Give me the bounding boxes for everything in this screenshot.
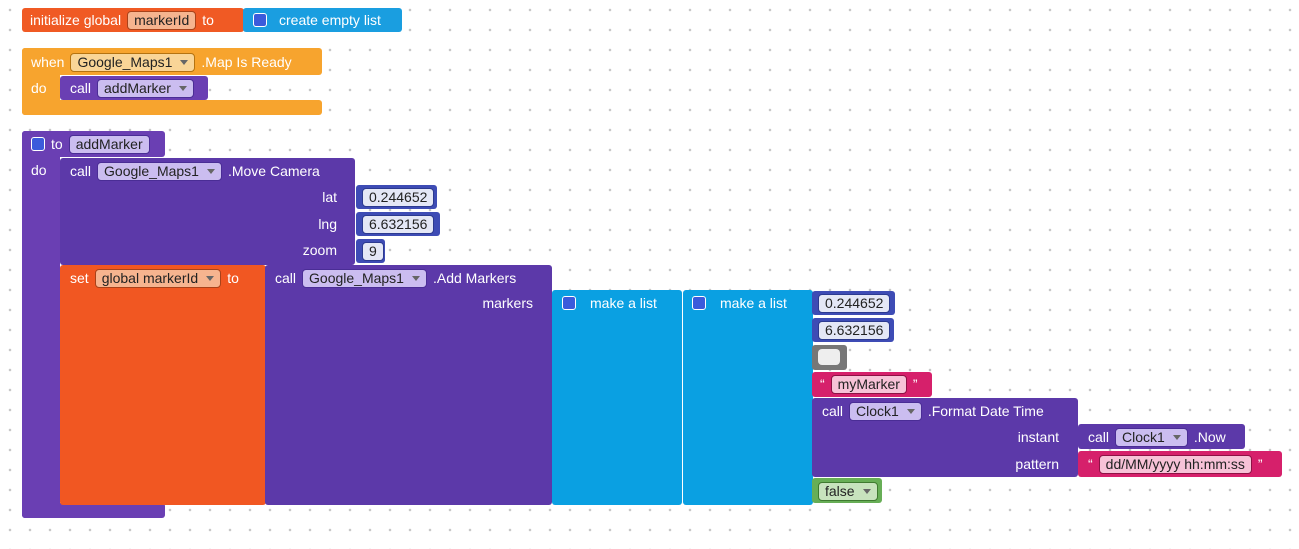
text-value[interactable]: dd/MM/yyyy hh:mm:ss [1098,454,1252,474]
quote: “ [1088,456,1093,472]
procedure-dropdown[interactable]: addMarker [97,78,194,98]
param-label: lng [60,212,337,236]
keyword: do [31,80,47,96]
param-label: instant [812,425,1059,449]
number[interactable]: 0.244652 [818,293,891,313]
number-row: 9 [362,239,384,263]
empty-slot [818,349,840,365]
list-label: make a list [720,295,787,311]
keyword: initialize global [30,12,122,28]
param: lng [318,216,337,232]
keyword: call [70,80,92,96]
keyword: do [31,162,47,178]
param: zoom [302,242,337,258]
param-label: zoom [60,238,337,262]
text-value[interactable]: myMarker [830,374,907,394]
quote: ” [912,376,918,392]
param: markers [482,295,533,311]
keyword: call [275,270,297,286]
number[interactable]: 9 [362,241,384,261]
method-name: .Add Markers [432,270,517,286]
number[interactable]: 6.632156 [818,320,891,340]
number-row: 0.244652 [818,291,891,315]
param-label: pattern [812,452,1059,476]
method-name: .Format Date Time [927,403,1044,419]
list-label: make a list [590,295,657,311]
do-label: do [31,76,47,100]
event-block-foot [22,100,322,115]
gear-icon[interactable] [253,13,267,27]
make-list-block[interactable] [683,290,813,505]
procedure-foot [22,503,165,518]
text-row: “ myMarker ” [820,372,918,396]
keyword: when [31,54,65,70]
component-dropdown[interactable]: Clock1 [1115,427,1188,447]
keyword: call [822,403,844,419]
method-name: .Move Camera [227,163,320,179]
do-label: do [31,158,47,182]
quote: “ [820,376,825,392]
number[interactable]: 0.244652 [362,187,435,207]
param-label: markers [265,291,533,315]
number-row: 6.632156 [818,318,891,342]
set-block[interactable] [60,265,266,505]
move-camera-row: call Google_Maps1 .Move Camera [70,159,320,183]
param: lat [322,189,337,205]
number[interactable]: 6.632156 [362,214,435,234]
keyword: call [1088,429,1110,445]
keyword: to [202,12,214,28]
procedure-row: to addMarker [31,132,150,156]
param: instant [1017,429,1059,445]
boolean-row: false [818,479,878,503]
add-markers-block[interactable] [265,265,552,505]
param: pattern [1015,456,1059,472]
add-markers-row: call Google_Maps1 .Add Markers [275,266,516,290]
component-dropdown[interactable]: Clock1 [849,401,922,421]
procedure-side [22,131,60,518]
list-row: create empty list [253,8,381,32]
boolean-dropdown[interactable]: false [818,481,878,501]
list-label: create empty list [279,12,381,28]
gear-icon[interactable] [31,137,45,151]
gear-icon[interactable] [692,296,706,310]
make-list-row: make a list [692,291,787,315]
list-block[interactable] [243,8,402,32]
keyword: set [70,270,89,286]
number-row: 0.244652 [362,185,435,209]
event-name: .Map Is Ready [201,54,292,70]
number-row: 6.632156 [362,212,435,236]
component-dropdown[interactable]: Google_Maps1 [302,268,427,288]
keyword: to [51,136,63,152]
gear-icon[interactable] [562,296,576,310]
procedure-name[interactable]: addMarker [68,134,150,154]
quote: ” [1257,456,1263,472]
call-row: call addMarker [70,76,194,100]
format-date-row: call Clock1 .Format Date Time [822,399,1044,423]
keyword: to [227,270,239,286]
set-row: set global markerId to [70,266,239,290]
event-row: when Google_Maps1 .Map Is Ready [31,50,292,74]
global-init-row: initialize global markerId to [30,8,214,32]
keyword: call [70,163,92,179]
make-list-row: make a list [562,291,657,315]
variable-dropdown[interactable]: global markerId [94,268,222,288]
make-list-block[interactable] [552,290,682,505]
now-row: call Clock1 .Now [1088,425,1226,449]
component-dropdown[interactable]: Google_Maps1 [97,161,222,181]
method-name: .Now [1193,429,1226,445]
param-label: lat [60,185,337,209]
variable-name[interactable]: markerId [127,10,197,30]
text-row: “ dd/MM/yyyy hh:mm:ss ” [1088,452,1263,476]
component-dropdown[interactable]: Google_Maps1 [70,52,196,72]
